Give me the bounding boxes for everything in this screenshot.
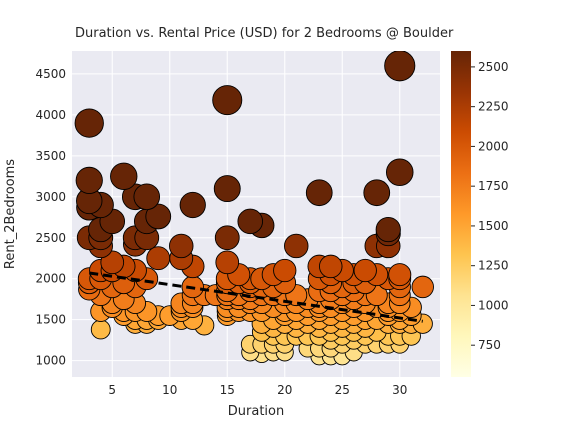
data-point <box>213 175 241 203</box>
data-point <box>305 179 333 207</box>
colorbar-tick-label: 2250 <box>478 100 509 114</box>
colorbar-tick-label: 1750 <box>478 179 509 193</box>
data-point <box>145 203 172 230</box>
y-axis-label: Rent_2Bedrooms <box>3 159 18 269</box>
colorbar-tick-label: 2000 <box>478 139 509 153</box>
data-point <box>411 275 434 299</box>
y-tick-label: 3000 <box>35 190 66 204</box>
colorbar-tick-label: 1500 <box>478 219 509 233</box>
y-tick-label: 3500 <box>35 149 66 163</box>
x-tick-labels: 5 10 15 20 25 30 <box>108 383 407 397</box>
data-point <box>384 51 416 82</box>
data-point <box>169 233 194 259</box>
data-point <box>237 208 264 235</box>
data-point <box>133 183 161 211</box>
colorbar-tick-labels: 750 1000 1250 1500 1750 2000 2250 2500 <box>471 60 509 352</box>
colorbar <box>451 51 471 377</box>
data-point <box>75 166 103 195</box>
colorbar-tick-label: 750 <box>478 338 501 352</box>
data-point <box>385 158 414 186</box>
colorbar-tick-label: 1250 <box>478 259 509 273</box>
trend-line <box>89 271 423 323</box>
data-point <box>110 162 138 191</box>
y-tick-label: 2500 <box>35 231 66 245</box>
data-point <box>214 225 240 251</box>
data-point <box>146 246 171 271</box>
x-tick-label: 25 <box>335 383 350 397</box>
data-point <box>90 319 111 340</box>
data-points <box>74 51 434 366</box>
x-tick-label: 5 <box>108 383 116 397</box>
y-tick-label: 4000 <box>35 108 66 122</box>
data-point <box>363 179 391 207</box>
y-tick-label: 1000 <box>35 354 66 368</box>
y-tick-label: 1500 <box>35 313 66 327</box>
chart-title: Duration vs. Rental Price (USD) for 2 Be… <box>75 26 454 41</box>
data-point <box>319 254 343 279</box>
data-point <box>74 108 104 138</box>
data-point <box>284 233 309 259</box>
data-point <box>375 216 401 243</box>
x-tick-label: 10 <box>162 383 177 397</box>
x-axis-label: Duration <box>228 404 284 419</box>
data-point <box>179 191 206 219</box>
data-point <box>212 85 243 116</box>
x-tick-label: 15 <box>220 383 235 397</box>
data-point <box>273 258 297 283</box>
colorbar-tick-label: 2500 <box>478 60 509 74</box>
x-tick-label: 30 <box>392 383 407 397</box>
y-tick-label: 4500 <box>35 67 66 81</box>
y-tick-label: 2000 <box>35 272 66 286</box>
data-point <box>215 250 240 275</box>
y-tick-labels: 1000 1500 2000 2500 3000 3500 4000 4500 <box>35 67 66 368</box>
colorbar-tick-label: 1000 <box>478 298 509 312</box>
data-point <box>388 263 412 287</box>
data-point <box>353 258 377 283</box>
x-tick-label: 20 <box>277 383 292 397</box>
